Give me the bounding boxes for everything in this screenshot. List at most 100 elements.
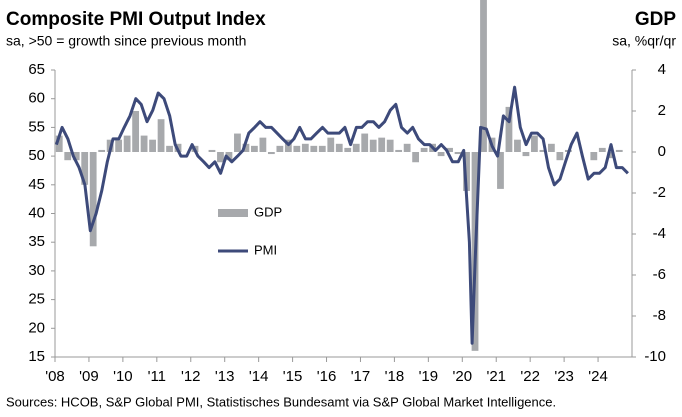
- gdp-bar: [166, 145, 173, 152]
- gdp-bar: [420, 147, 428, 152]
- gdp-bar: [123, 135, 131, 152]
- y-tick-label: 25: [28, 291, 45, 308]
- gdp-bar: [378, 137, 386, 152]
- gdp-bar: [556, 152, 564, 161]
- x-tick-label: '10: [113, 368, 133, 385]
- x-tick-label: '18: [385, 368, 405, 385]
- gdp-bar: [454, 152, 462, 155]
- y2-tick-label: -6: [653, 266, 666, 283]
- gdp-bar: [293, 145, 301, 152]
- gdp-bar: [590, 152, 598, 161]
- x-tick-label: '21: [486, 368, 506, 385]
- y2-tick-label: -10: [644, 348, 666, 365]
- gdp-bar: [149, 139, 156, 152]
- gdp-bar: [344, 147, 352, 152]
- gdp-bar: [89, 152, 97, 247]
- y-tick-label: 35: [28, 233, 45, 250]
- gdp-bar: [208, 149, 216, 152]
- x-tick-label: '13: [215, 368, 235, 385]
- y-tick-label: 15: [28, 348, 45, 365]
- x-tick-label: '14: [249, 368, 269, 385]
- gdp-bar: [81, 152, 89, 185]
- gdp-bar: [251, 145, 258, 152]
- gdp-bar: [225, 152, 233, 161]
- gdp-bar: [505, 106, 513, 152]
- gdp-bar: [267, 152, 275, 155]
- gdp-bar: [497, 152, 504, 189]
- x-tick-label: '22: [520, 368, 540, 385]
- y-tick-label: 60: [28, 90, 45, 107]
- chart-subtitle: sa, >50 = growth since previous month: [6, 33, 246, 49]
- gdp-bar: [242, 143, 250, 152]
- gdp-bar: [72, 152, 80, 161]
- y2-title: GDP: [635, 9, 677, 30]
- gdp-bar: [480, 0, 487, 153]
- y2-tick-label: -8: [653, 307, 666, 324]
- x-tick-label: '09: [79, 368, 99, 385]
- x-tick-label: '16: [317, 368, 337, 385]
- y-tick-label: 30: [28, 262, 45, 279]
- gdp-bar: [369, 139, 377, 152]
- gdp-bar: [514, 139, 521, 152]
- gdp-bar: [327, 137, 335, 152]
- legend-label: GDP: [254, 204, 282, 219]
- pmi-line: [54, 85, 629, 345]
- x-tick-label: '19: [419, 368, 439, 385]
- gdp-bar: [531, 135, 538, 152]
- gdp-bar: [64, 152, 72, 161]
- x-tick-label: '17: [351, 368, 371, 385]
- gdp-bar: [115, 139, 123, 152]
- y2-tick-label: -4: [653, 225, 666, 242]
- x-tick-label: '12: [181, 368, 201, 385]
- gdp-bar: [55, 135, 63, 152]
- gdp-bar: [157, 119, 165, 152]
- gdp-bar: [217, 152, 224, 163]
- legend-swatch: [218, 209, 248, 217]
- gdp-bar: [446, 147, 453, 152]
- gdp-bar: [352, 143, 360, 152]
- y-tick-label: 20: [28, 319, 45, 336]
- gdp-bar: [463, 152, 470, 191]
- x-tick-label: '20: [453, 368, 473, 385]
- gdp-bar: [234, 133, 241, 152]
- y2-tick-label: 2: [658, 102, 666, 119]
- y-tick-label: 40: [28, 204, 45, 221]
- gdp-bar: [98, 149, 106, 152]
- gdp-bar: [259, 137, 267, 152]
- gdp-bar: [140, 135, 148, 152]
- gdp-bar: [522, 152, 530, 157]
- gdp-bar: [437, 152, 445, 157]
- x-tick-label: '08: [45, 368, 65, 385]
- gdp-bar: [361, 133, 369, 152]
- x-tick-label: '23: [554, 368, 574, 385]
- gdp-bar: [301, 143, 309, 152]
- y-tick-label: 55: [28, 118, 45, 135]
- gdp-bar: [395, 149, 403, 152]
- y-tick-label: 65: [28, 61, 45, 78]
- gdp-bar: [310, 145, 318, 152]
- y2-subtitle: sa, %qr/qr: [612, 33, 676, 49]
- chart-title: Composite PMI Output Index: [6, 9, 266, 30]
- gdp-bar: [615, 149, 623, 152]
- gdp-bar: [132, 111, 140, 152]
- y-tick-label: 50: [28, 147, 45, 164]
- gdp-bar: [318, 145, 326, 152]
- legend-label: PMI: [254, 242, 277, 257]
- gdp-bar: [607, 152, 615, 159]
- gdp-bar: [412, 152, 420, 163]
- y2-tick-label: 0: [658, 143, 666, 160]
- x-tick-label: '15: [283, 368, 303, 385]
- x-tick-label: '24: [588, 368, 608, 385]
- gdp-bar: [276, 145, 284, 152]
- gdp-bar: [386, 139, 394, 152]
- x-tick-label: '11: [148, 368, 166, 385]
- gdp-bar: [539, 149, 547, 152]
- gdp-bar: [547, 143, 555, 152]
- source-note: Sources: HCOB, S&P Global PMI, Statistis…: [6, 394, 556, 409]
- y2-tick-label: -2: [653, 184, 666, 201]
- gdp-bar: [335, 143, 343, 152]
- y-tick-label: 45: [28, 176, 45, 193]
- gdp-bar: [598, 147, 606, 152]
- gdp-bar: [403, 143, 411, 152]
